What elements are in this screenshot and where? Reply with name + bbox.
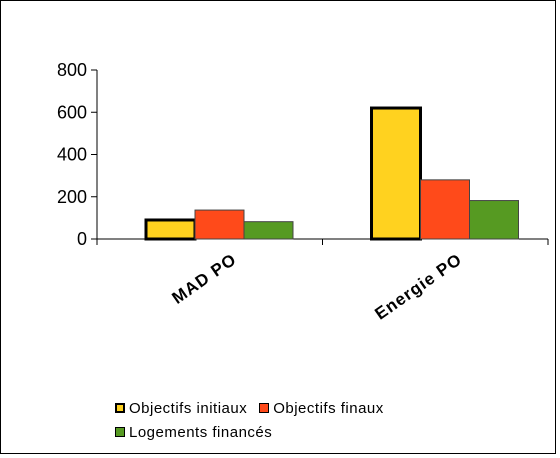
bar-logements-financ-s-0 [243, 221, 294, 240]
x-category-label: Energie PO [371, 250, 465, 324]
legend-label-objectifs-initiaux: Objectifs initiaux [129, 399, 248, 417]
legend-label-objectifs-finaux: Objectifs finaux [273, 399, 384, 417]
legend-item-logements-finances: Logements financés [115, 424, 272, 441]
legend-swatch-objectifs-finaux [259, 403, 270, 413]
bar-objectifs-initiaux-1 [370, 106, 422, 241]
y-tick-label: 400 [57, 145, 87, 165]
bar-logements-financ-s-1 [469, 200, 519, 240]
y-tick-label: 800 [57, 60, 87, 80]
legend-label-logements-finances: Logements financés [129, 423, 273, 441]
legend-item-objectifs-finaux: Objectifs finaux [259, 400, 384, 417]
legend-swatch-logements-finances [115, 427, 125, 437]
legend-swatch-objectifs-initiaux [115, 403, 125, 413]
legend-row: Logements financés [115, 420, 535, 444]
bar-objectifs-initiaux-0 [144, 218, 197, 241]
chart-legend: Objectifs initiaux Objectifs finaux Loge… [115, 396, 535, 444]
legend-row: Objectifs initiaux Objectifs finaux [115, 396, 535, 420]
bar-objectifs-finaux-0 [194, 209, 245, 240]
chart-bars [144, 106, 519, 241]
y-tick-label: 200 [57, 187, 87, 207]
y-tick-label: 0 [77, 229, 87, 249]
bar-objectifs-finaux-1 [420, 179, 470, 240]
y-tick-label: 600 [57, 102, 87, 122]
x-category-label: MAD PO [169, 250, 241, 308]
legend-item-objectifs-initiaux: Objectifs initiaux [115, 400, 247, 417]
